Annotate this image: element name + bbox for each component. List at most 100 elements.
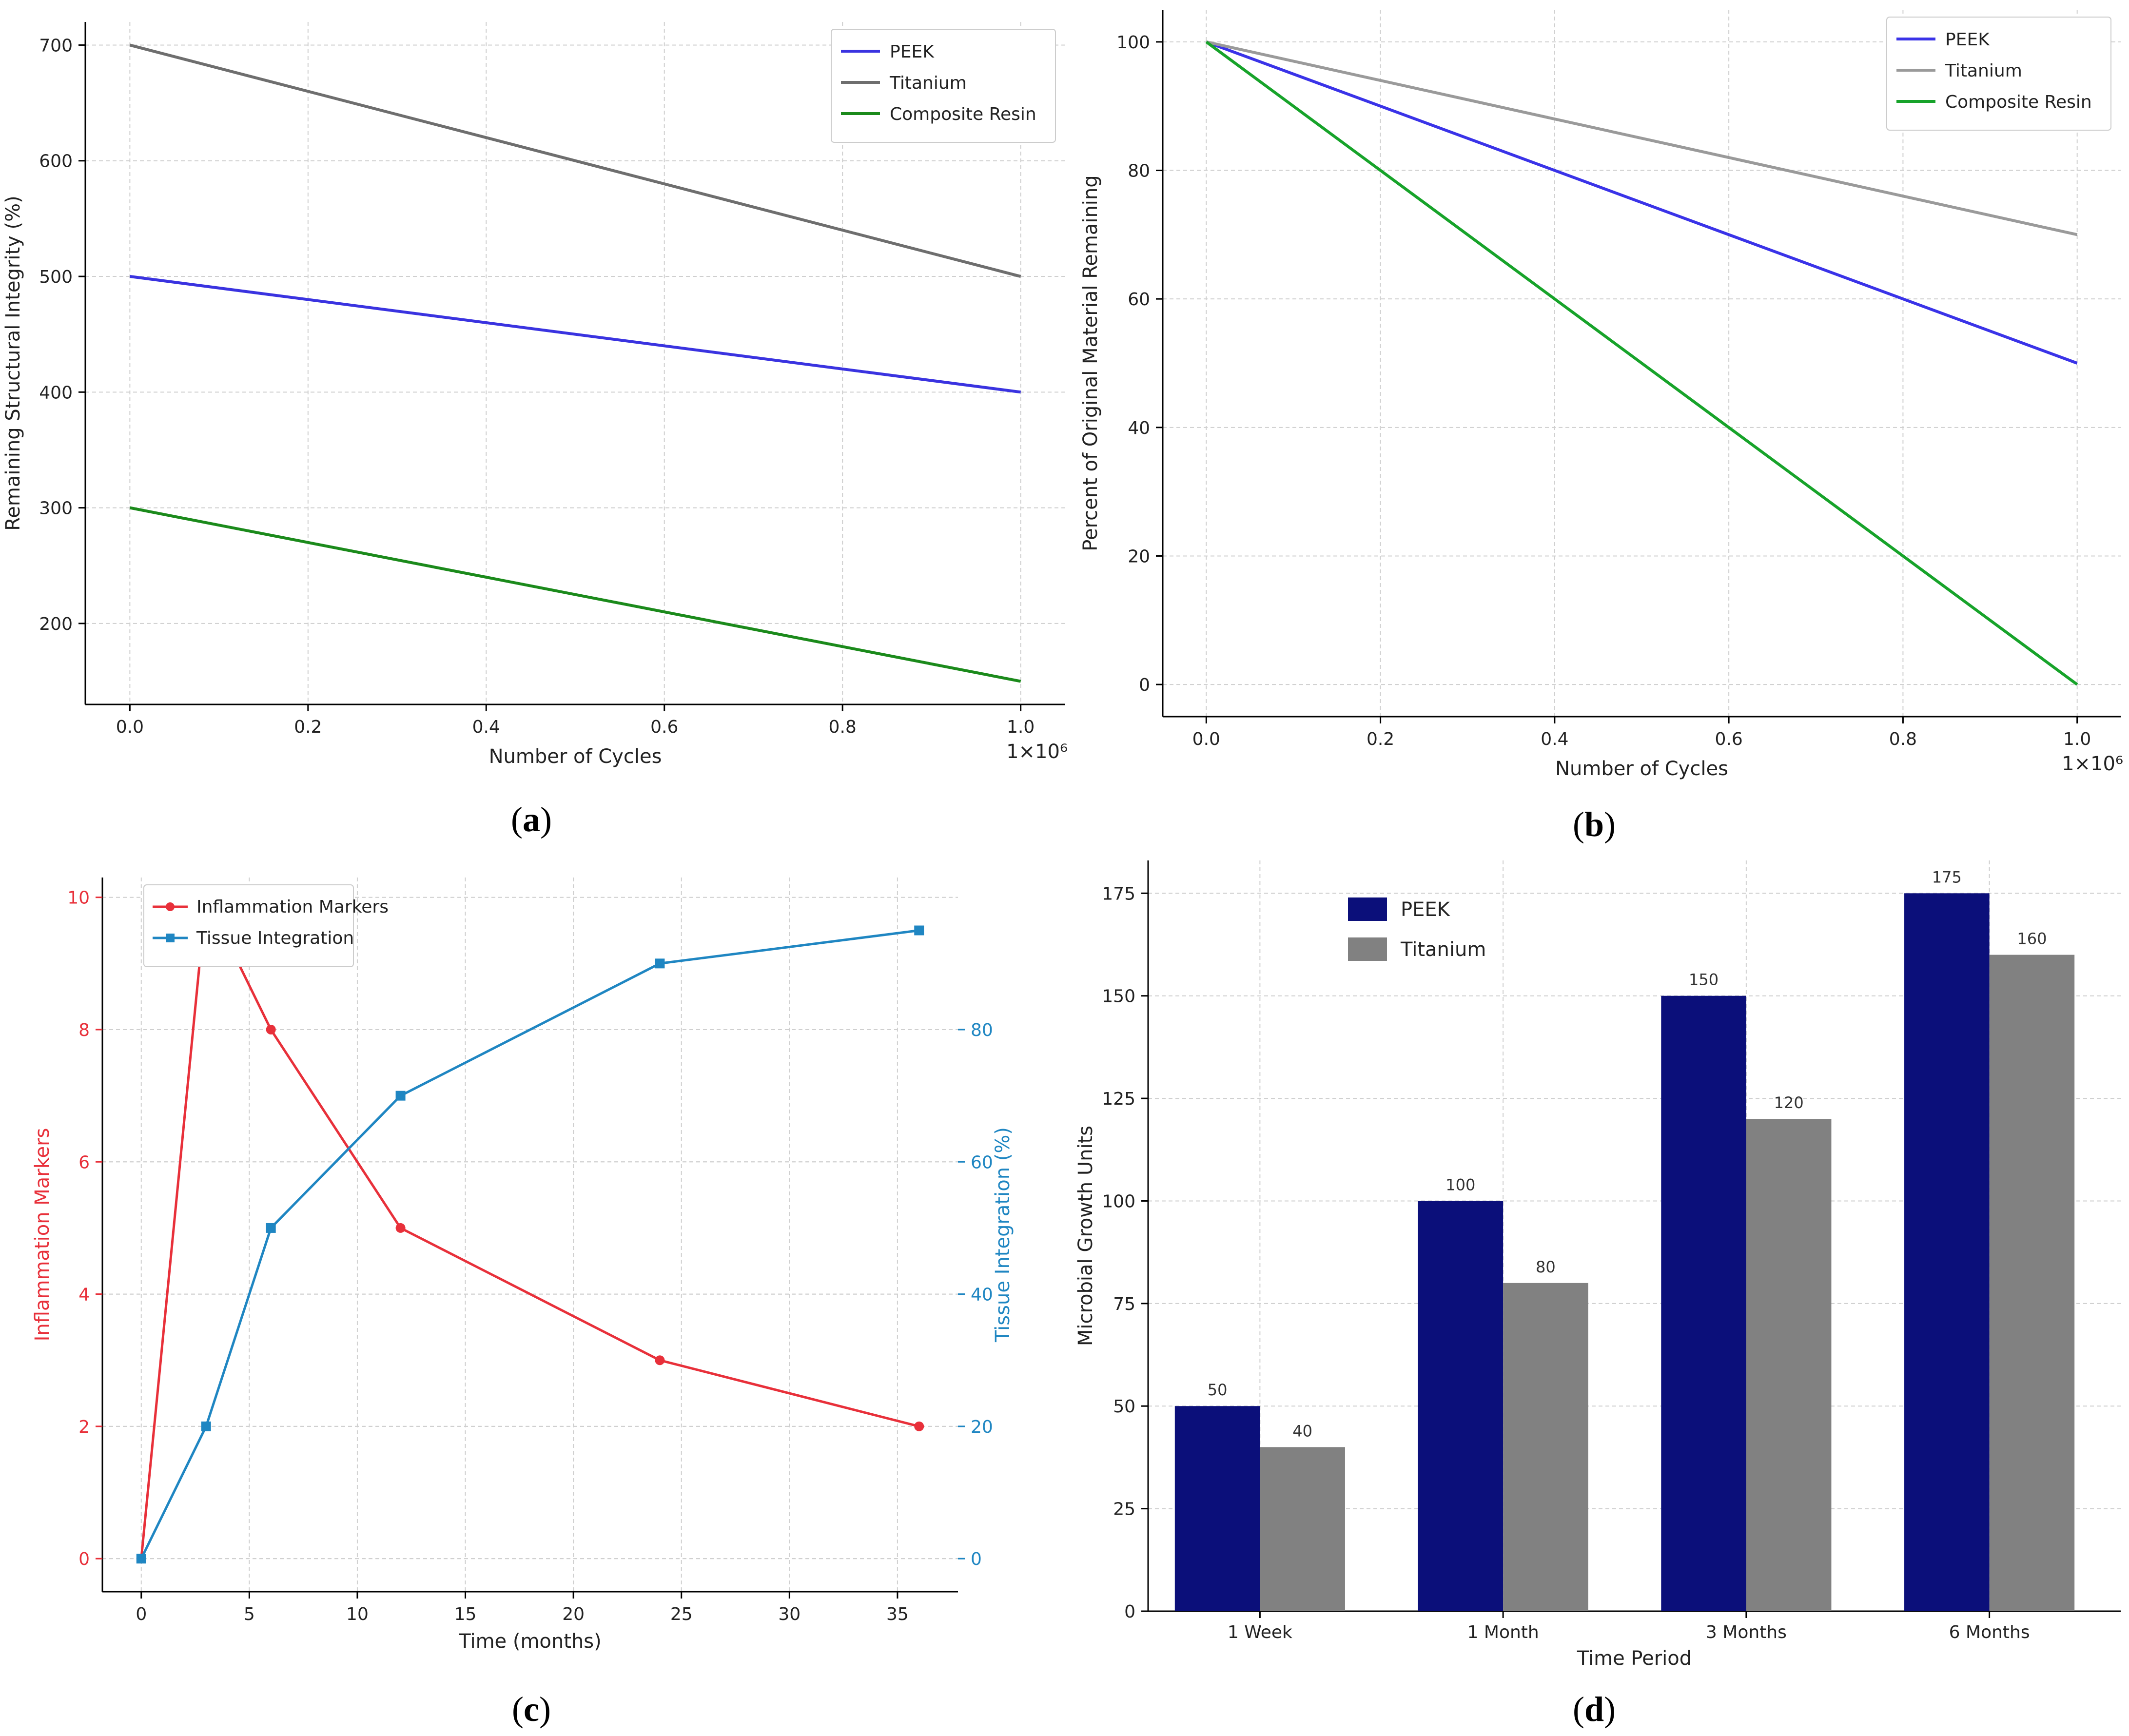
y-tick-label: 100 xyxy=(1102,1191,1135,1211)
panel-caption-letter: b xyxy=(1584,805,1604,844)
y-tick-label: 300 xyxy=(39,499,73,519)
y-tick-label: 4 xyxy=(78,1285,90,1305)
data-point-tissue-integration xyxy=(136,1554,146,1564)
bar-data-label: 175 xyxy=(1932,868,1962,886)
bar-titanium xyxy=(1260,1447,1345,1611)
legend-label: Titanium xyxy=(889,73,967,93)
legend-label: Titanium xyxy=(1945,61,2022,81)
data-point-tissue-integration xyxy=(266,1223,276,1233)
x-tick-label: 0.8 xyxy=(829,717,857,737)
bar-data-label: 160 xyxy=(2017,930,2047,948)
x-tick-label: 1 Month xyxy=(1467,1622,1539,1642)
x-tick-label: 6 Months xyxy=(1949,1622,2030,1642)
y-tick-label: 100 xyxy=(1116,33,1150,53)
bar-data-label: 40 xyxy=(1292,1422,1312,1440)
y-tick-label: 150 xyxy=(1102,987,1135,1007)
x-tick-label: 0.6 xyxy=(650,717,678,737)
y-tick-label: 0 xyxy=(78,1549,90,1569)
legend-label: PEEK xyxy=(1945,30,1990,50)
x-tick-label: 3 Months xyxy=(1706,1622,1787,1642)
x-tick-label: 30 xyxy=(778,1604,801,1624)
x-tick-label: 0.4 xyxy=(472,717,500,737)
series-line-composite-resin xyxy=(129,506,1021,683)
x-tick-label: 0.0 xyxy=(1192,729,1220,749)
x-tick-label: 10 xyxy=(346,1604,369,1624)
chart-panel-b: 0.0 0.2 0.4 0.6 0.8 1.0 0 20 40 60 80 100 Number of … xyxy=(1079,10,2123,844)
series-line-tissue-integration xyxy=(140,929,919,1560)
legend-marker xyxy=(166,934,175,942)
legend-swatch xyxy=(1348,937,1387,961)
x-axis-label: Time Period xyxy=(1577,1647,1692,1670)
y-tick-label: 500 xyxy=(39,267,73,287)
y-axis-label: Inflammation Markers xyxy=(31,1128,54,1342)
data-point-inflammation-markers xyxy=(395,1223,406,1233)
y-tick-label: 200 xyxy=(39,614,73,634)
bar-data-label: 50 xyxy=(1208,1381,1228,1399)
panel-caption-letter: c xyxy=(524,1690,539,1729)
panel-caption-letter: d xyxy=(1584,1690,1604,1729)
bar-data-label: 120 xyxy=(1774,1093,1804,1112)
y2-tick-label: 40 xyxy=(971,1285,993,1305)
legend-label: PEEK xyxy=(890,42,935,62)
y-tick-label: 20 xyxy=(1128,546,1150,566)
x-tick-label: 5 xyxy=(244,1604,255,1624)
y-tick-label: 600 xyxy=(39,152,73,172)
x-axis-label: Number of Cycles xyxy=(1555,758,1728,780)
x-tick-label: 0 xyxy=(136,1604,147,1624)
y-tick-label: 25 xyxy=(1113,1500,1135,1520)
data-point-tissue-integration xyxy=(655,958,665,969)
y2-tick-label: 80 xyxy=(971,1020,993,1040)
data-point-tissue-integration xyxy=(914,925,924,936)
legend-swatch xyxy=(1348,897,1387,921)
bar-peek xyxy=(1661,995,1746,1611)
bar-peek xyxy=(1418,1201,1504,1611)
x-tick-label: 25 xyxy=(670,1604,693,1624)
y-tick-label: 80 xyxy=(1128,161,1150,181)
legend-label: Inflammation Markers xyxy=(196,897,389,917)
x-tick-label: 0.0 xyxy=(116,717,144,737)
x-tick-label: 35 xyxy=(886,1604,909,1624)
y2-tick-label: 60 xyxy=(971,1152,993,1172)
bar-titanium xyxy=(1503,1283,1588,1611)
data-point-inflammation-markers xyxy=(914,1421,924,1431)
legend-box xyxy=(831,29,1056,143)
x-tick-label: 1 Week xyxy=(1228,1622,1292,1642)
x-axis-multiplier: 1×10⁶ xyxy=(2062,753,2123,775)
x-tick-label: 0.6 xyxy=(1715,729,1743,749)
data-point-tissue-integration xyxy=(395,1091,406,1101)
y-tick-label: 0 xyxy=(1139,675,1150,695)
series-line-titanium xyxy=(129,43,1021,278)
legend-label: Composite Resin xyxy=(1945,92,2092,112)
series-line-peek xyxy=(1206,40,2078,365)
series-line-composite-resin xyxy=(1205,40,2078,686)
y-axis-label: Remaining Structural Integrity (%) xyxy=(2,195,24,530)
x-axis-label: Number of Cycles xyxy=(489,745,662,768)
bar-peek xyxy=(1904,893,1990,1611)
data-point-inflammation-markers xyxy=(266,1024,276,1034)
x-axis-multiplier: 1×10⁶ xyxy=(1006,741,1068,763)
legend-label: Titanium xyxy=(1400,938,1486,961)
panel-caption: (a) xyxy=(511,800,552,839)
chart-panel-c: 0 5 10 15 20 25 30 35 0 2 4 6 8 10 0 20 40 60 80 Time (mont… xyxy=(31,878,1014,1729)
legend-label: Tissue Integration xyxy=(196,928,354,948)
x-tick-label: 15 xyxy=(454,1604,477,1624)
legend-marker xyxy=(166,902,175,911)
y-tick-label: 75 xyxy=(1113,1294,1135,1314)
series-line-peek xyxy=(129,275,1021,394)
x-tick-label: 0.2 xyxy=(1367,729,1394,749)
legend-box xyxy=(1886,17,2111,131)
y-axis-label: Percent of Original Material Remaining xyxy=(1079,175,1102,551)
bar-data-label: 150 xyxy=(1689,971,1719,989)
bar-peek xyxy=(1174,1406,1260,1611)
legend-label: Composite Resin xyxy=(890,104,1036,124)
y-tick-label: 6 xyxy=(78,1152,90,1172)
x-tick-label: 20 xyxy=(562,1604,585,1624)
y-tick-label: 0 xyxy=(1124,1602,1135,1622)
y-tick-label: 10 xyxy=(67,888,90,908)
x-tick-label: 0.4 xyxy=(1541,729,1568,749)
y-tick-label: 50 xyxy=(1113,1397,1135,1417)
y-tick-label: 2 xyxy=(78,1417,90,1437)
data-point-tissue-integration xyxy=(201,1421,211,1431)
series-line-inflammation-markers xyxy=(140,893,919,1559)
